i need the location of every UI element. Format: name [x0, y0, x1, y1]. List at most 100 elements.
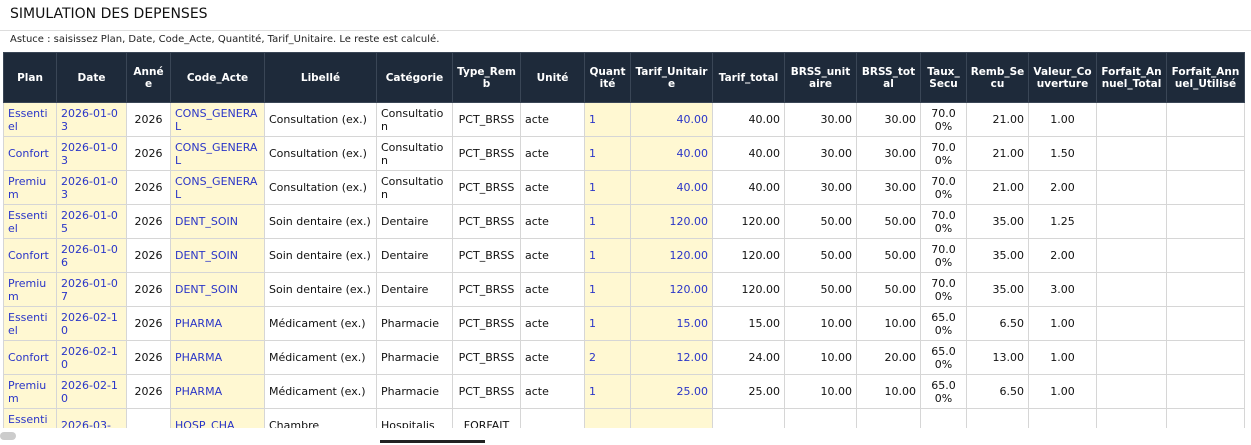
cell[interactable]: [584, 408, 631, 428]
cell[interactable]: 1: [584, 102, 631, 137]
cell: 21.00: [966, 136, 1029, 171]
cell[interactable]: DENT_SOIN: [170, 272, 265, 307]
cell: PCT_BRSS: [452, 238, 521, 273]
cell[interactable]: 2026-01-06: [56, 238, 127, 273]
cell[interactable]: 1: [584, 306, 631, 341]
cell[interactable]: 40.00: [630, 136, 713, 171]
cell[interactable]: 2026-01-05: [56, 204, 127, 239]
cell[interactable]: Essentiel: [3, 408, 57, 428]
cell: Hospitalis: [376, 408, 453, 428]
cell[interactable]: 1: [584, 238, 631, 273]
cell: 50.00: [784, 204, 857, 239]
cell: [1166, 340, 1245, 375]
cell[interactable]: 2026-01-07: [56, 272, 127, 307]
cell: Médicament (ex.): [264, 306, 377, 341]
cell[interactable]: 40.00: [630, 102, 713, 137]
cell: [126, 408, 171, 428]
cell: Soin dentaire (ex.): [264, 204, 377, 239]
cell[interactable]: PHARMA: [170, 374, 265, 409]
cell[interactable]: Confort: [3, 238, 57, 273]
cell[interactable]: 2026-01-03: [56, 102, 127, 137]
cell[interactable]: CONS_GENERAL: [170, 102, 265, 137]
cell[interactable]: 15.00: [630, 306, 713, 341]
cell[interactable]: 120.00: [630, 238, 713, 273]
cell[interactable]: PHARMA: [170, 340, 265, 375]
cell[interactable]: Essentiel: [3, 204, 57, 239]
cell[interactable]: Premium: [3, 272, 57, 307]
column-header: Forfait_Annuel_Total: [1096, 52, 1167, 103]
cell: [1096, 340, 1167, 375]
cell: [1166, 374, 1245, 409]
cell[interactable]: Premium: [3, 374, 57, 409]
cell: 6.50: [966, 374, 1029, 409]
cell: Soin dentaire (ex.): [264, 272, 377, 307]
cell: [1166, 238, 1245, 273]
cell[interactable]: 2026-02-10: [56, 374, 127, 409]
cell[interactable]: 12.00: [630, 340, 713, 375]
cell[interactable]: [630, 408, 713, 428]
sheet-tab-indicator: [380, 440, 485, 443]
cell: 50.00: [784, 238, 857, 273]
cell[interactable]: PHARMA: [170, 306, 265, 341]
cell: acte: [520, 238, 585, 273]
cell[interactable]: DENT_SOIN: [170, 238, 265, 273]
cell: 70.00%: [920, 272, 967, 307]
cell[interactable]: 1: [584, 204, 631, 239]
cell: 21.00: [966, 170, 1029, 205]
cell[interactable]: Confort: [3, 136, 57, 171]
cell[interactable]: 120.00: [630, 204, 713, 239]
cell: 2026: [126, 102, 171, 137]
cell: [1096, 102, 1167, 137]
cell[interactable]: Confort: [3, 340, 57, 375]
cell: 30.00: [784, 170, 857, 205]
cell[interactable]: 1: [584, 374, 631, 409]
cell: [1028, 408, 1097, 428]
cell: [784, 408, 857, 428]
cell[interactable]: HOSP_CHA: [170, 408, 265, 428]
cell: 65.00%: [920, 306, 967, 341]
cell: [1166, 170, 1245, 205]
cell: 10.00: [856, 374, 921, 409]
cell[interactable]: 2026-01-03: [56, 170, 127, 205]
cell: 40.00: [712, 170, 785, 205]
scrollbar[interactable]: [0, 432, 16, 440]
cell: 70.00%: [920, 204, 967, 239]
cell[interactable]: 25.00: [630, 374, 713, 409]
column-header: Catégorie: [376, 52, 453, 103]
tip: Astuce : saisissez Plan, Date, Code_Acte…: [10, 34, 440, 45]
cell[interactable]: 2: [584, 340, 631, 375]
table-row: Essentiel 2026-01-05 2026 DENT_SOIN Soin den…: [3, 204, 1245, 239]
cell[interactable]: CONS_GENERAL: [170, 170, 265, 205]
cell: 2026: [126, 170, 171, 205]
cell: 40.00: [712, 136, 785, 171]
cell[interactable]: Premium: [3, 170, 57, 205]
cell[interactable]: 2026-03-: [56, 408, 127, 428]
cell: Consultation: [376, 136, 453, 171]
cell: [1166, 306, 1245, 341]
cell[interactable]: 2026-02-10: [56, 306, 127, 341]
cell[interactable]: DENT_SOIN: [170, 204, 265, 239]
cell[interactable]: 1: [584, 136, 631, 171]
cell[interactable]: Essentiel: [3, 102, 57, 137]
column-header: Quantité: [584, 52, 631, 103]
cell[interactable]: CONS_GENERAL: [170, 136, 265, 171]
cell[interactable]: 2026-02-10: [56, 340, 127, 375]
cell: PCT_BRSS: [452, 340, 521, 375]
cell: PCT_BRSS: [452, 272, 521, 307]
cell: 20.00: [856, 340, 921, 375]
cell: 35.00: [966, 272, 1029, 307]
column-header: Tarif_total: [712, 52, 785, 103]
cell: 2026: [126, 272, 171, 307]
cell[interactable]: 2026-01-03: [56, 136, 127, 171]
cell[interactable]: 1: [584, 170, 631, 205]
cell: Consultation (ex.): [264, 170, 377, 205]
cell[interactable]: Essentiel: [3, 306, 57, 341]
cell[interactable]: 120.00: [630, 272, 713, 307]
cell[interactable]: 40.00: [630, 170, 713, 205]
cell: 1.00: [1028, 102, 1097, 137]
cell: 50.00: [856, 238, 921, 273]
cell: 65.00%: [920, 340, 967, 375]
cell[interactable]: 1: [584, 272, 631, 307]
